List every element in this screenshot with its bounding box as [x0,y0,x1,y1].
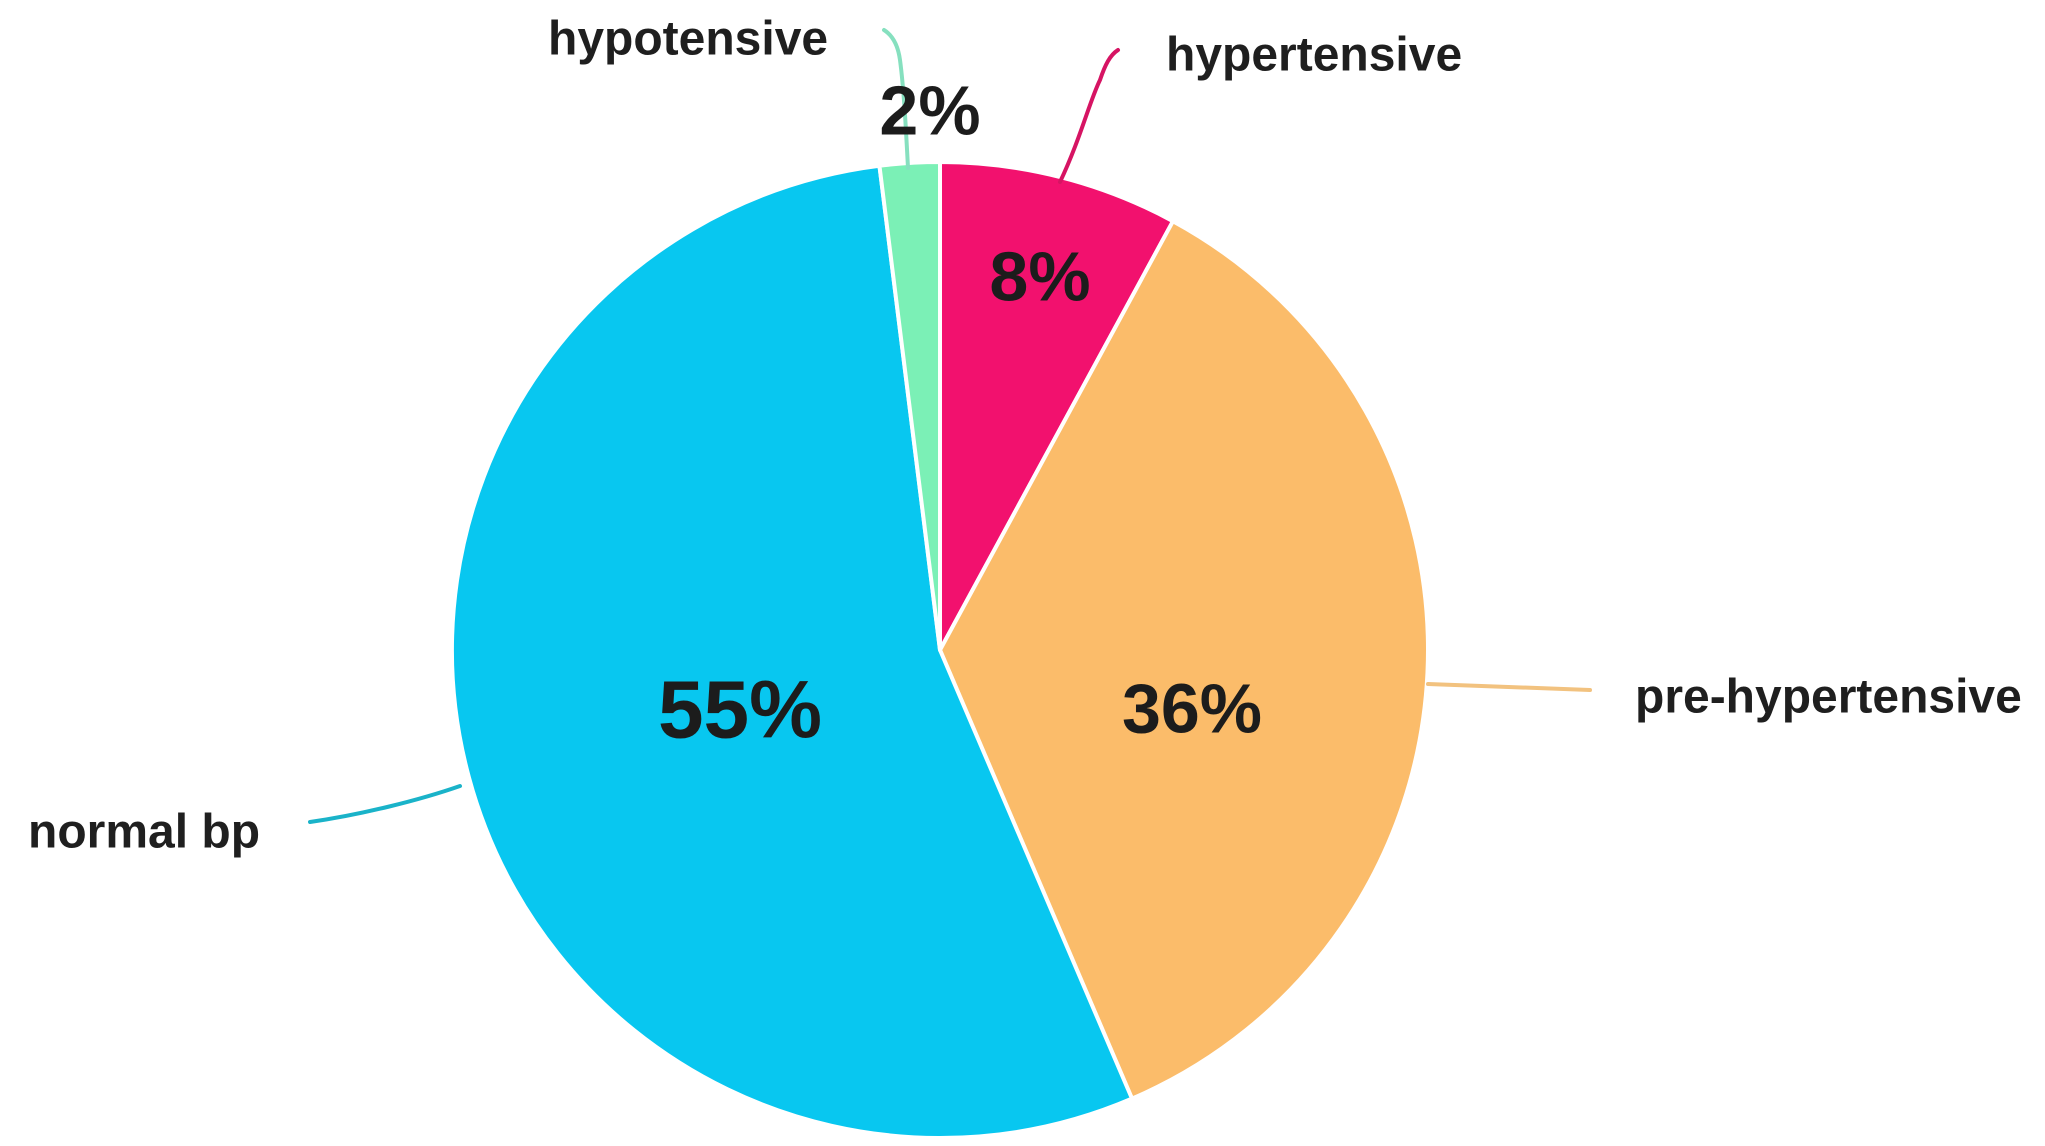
category-label-hypotensive: hypotensive [548,13,828,66]
value-label-hypertensive: 8% [989,237,1090,315]
category-label-pre-hypertensive: pre-hypertensive [1635,671,2022,724]
pie-slice-pre-hypertensive [938,219,1430,1101]
leader-line-pre-hypertensive [1426,682,1592,692]
value-label-hypotensive: 2% [879,71,980,149]
category-label-hypertensive: hypertensive [1166,29,1462,82]
value-label-pre-hypertensive: 36% [1122,669,1262,747]
leader-line-hypertensive [1058,48,1120,184]
leader-line-normal-bp [308,784,462,824]
pie-slice-normal-bp [450,163,1134,1140]
leader-line-hypotensive [882,28,910,170]
category-label-normal-bp: normal bp [28,806,260,859]
value-label-normal-bp: 55% [658,665,822,756]
